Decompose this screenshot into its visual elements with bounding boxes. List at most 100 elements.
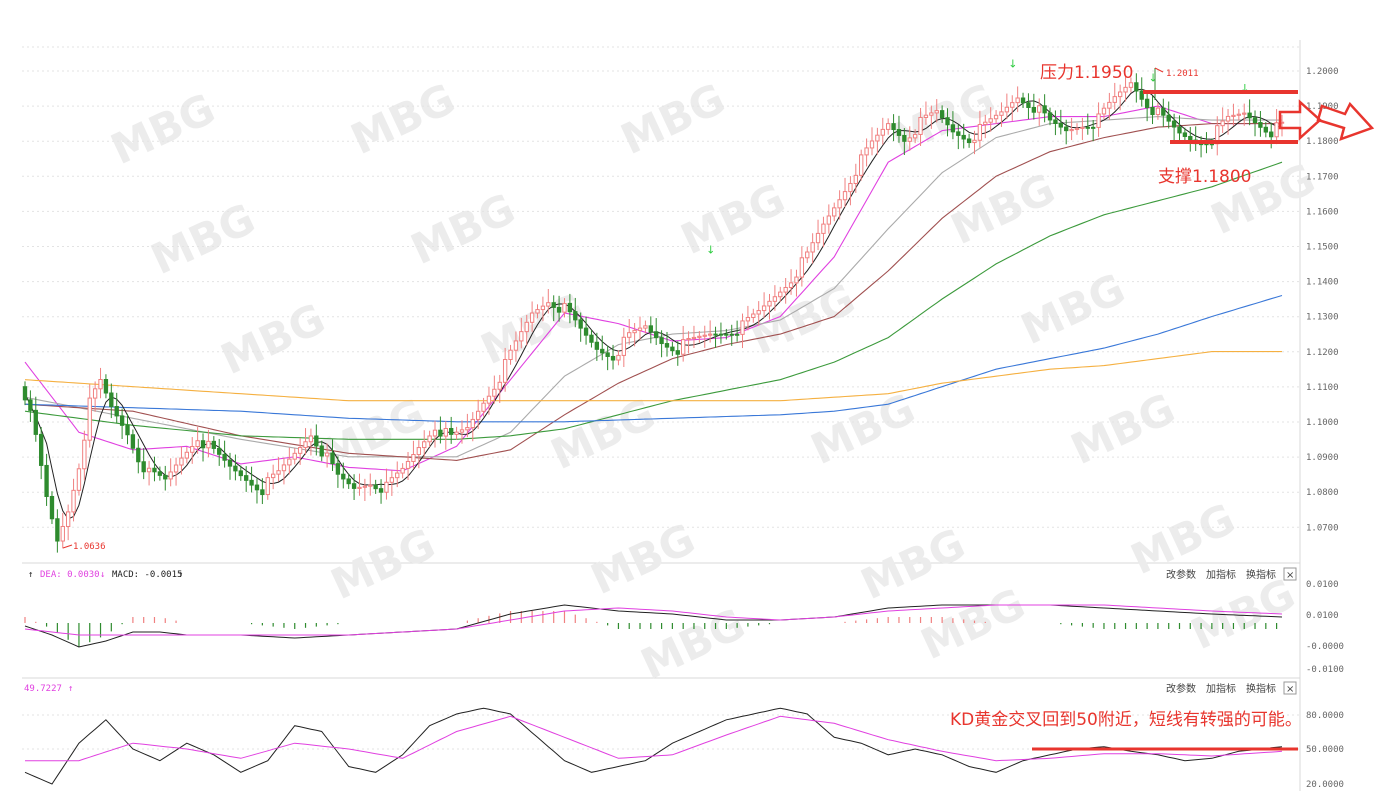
candle-body [783, 286, 788, 293]
candle-body [1112, 96, 1117, 103]
candle-body [832, 207, 837, 217]
macd-dea-line [24, 604, 1283, 636]
watermark-logo: MBG [804, 384, 923, 474]
kd-y-tick-label: 80.0000 [1306, 711, 1344, 721]
y-axis-ticks: 1.20001.19001.18001.17001.16001.15001.14… [1306, 67, 1344, 790]
candle-body [55, 518, 60, 542]
macd-label: MACD: -0.0015 [112, 570, 182, 580]
candle-body [1144, 98, 1150, 108]
low-label: 1.0636 [73, 542, 106, 552]
high-marker: 1.2011 [1154, 67, 1199, 100]
candle-body [713, 333, 718, 336]
candle-body [254, 484, 260, 491]
candle-body [923, 114, 929, 118]
candle-body [265, 477, 270, 496]
candle-body [136, 447, 141, 463]
candle-body [1252, 117, 1258, 124]
kd-close-button[interactable]: × [1283, 681, 1297, 695]
candle-body [60, 525, 65, 542]
candle-body [1117, 91, 1123, 98]
candle-body [1004, 106, 1010, 113]
macd-close-button[interactable]: × [1283, 567, 1297, 581]
candle-body [519, 331, 524, 342]
candle-body [1096, 113, 1101, 128]
candle-body [848, 182, 853, 193]
candle-body [826, 215, 832, 225]
y-tick-label: 1.0900 [1306, 453, 1339, 463]
candle-body [1161, 107, 1166, 116]
candle-body [891, 123, 896, 131]
candle-body [179, 457, 184, 466]
candle-body [486, 395, 492, 404]
candle-body [497, 381, 502, 390]
candle-body [1069, 129, 1074, 132]
candle-body [405, 460, 411, 469]
kd-d-line [25, 715, 1283, 762]
candle-body [238, 470, 243, 477]
candle-body [988, 118, 993, 123]
candle-body [432, 429, 438, 437]
kd-y-tick-label: 50.0000 [1306, 745, 1344, 755]
candle-body [341, 473, 346, 480]
candle-body [956, 131, 961, 136]
candle-body [195, 440, 200, 447]
kd-switch-indicator-button[interactable]: 换指标 [1246, 682, 1276, 695]
candle-body [459, 429, 465, 433]
close-icon: × [1286, 684, 1294, 695]
dea-label: DEA: 0.0030 [40, 570, 100, 580]
candle-body [756, 310, 761, 315]
y-tick-label: 1.0700 [1306, 523, 1339, 533]
y-tick-label: 1.1100 [1306, 383, 1339, 393]
candle-body [400, 467, 405, 474]
macd-up-icon: ↑ [28, 570, 33, 580]
candle-body [902, 134, 907, 142]
candle-body [87, 397, 92, 441]
signal-arrow-icon: ↓ [1240, 82, 1249, 95]
macd-y-tick-label: 0.0100 [1306, 580, 1339, 590]
ma-line-ma30 [24, 123, 1282, 461]
candle-body [324, 452, 330, 457]
candle-body [853, 174, 858, 184]
watermark-logo: MBG [744, 274, 863, 364]
candle-body [1107, 101, 1112, 109]
candle-body [465, 427, 470, 431]
candle-body [999, 111, 1004, 116]
candle-body [686, 338, 691, 341]
candle-body [319, 445, 324, 457]
macd-params-button[interactable]: 改参数 [1166, 568, 1196, 581]
candle-body [707, 333, 713, 336]
watermark-logo: MBG [914, 579, 1033, 669]
candle-body [270, 473, 276, 479]
candle-body [939, 110, 945, 119]
watermark-logo: MBG [344, 74, 463, 164]
watermark-logo: MBG [324, 519, 443, 609]
candle-body [659, 337, 664, 345]
candle-body [702, 334, 707, 337]
support-annotation: 支撑1.1800 [1158, 167, 1251, 187]
candle-body [227, 459, 233, 467]
kd-add-indicator-button[interactable]: 加指标 [1206, 682, 1236, 695]
candle-body [869, 140, 875, 149]
candle-body [896, 129, 902, 136]
candle-body [621, 336, 627, 356]
candle-body [28, 399, 33, 411]
candle-body [977, 123, 983, 141]
candle-body [778, 291, 783, 298]
macd-add-indicator-button[interactable]: 加指标 [1206, 568, 1236, 581]
watermark-logo: MBG [1184, 569, 1303, 659]
candle-body [740, 320, 745, 335]
candle-body [1182, 132, 1188, 137]
watermark-logo: MBG [404, 184, 523, 274]
candle-body [119, 415, 125, 426]
candle-body [146, 467, 152, 473]
candle-body [357, 486, 362, 489]
candle-body [303, 441, 308, 449]
kd-params-button[interactable]: 改参数 [1166, 682, 1196, 695]
candle-body [1231, 114, 1236, 117]
candle-body [993, 114, 999, 120]
macd-switch-indicator-button[interactable]: 换指标 [1246, 568, 1276, 581]
candle-body [125, 424, 130, 436]
candle-body [1026, 102, 1031, 108]
watermark-logo: MBG [614, 74, 733, 164]
candle-body [200, 440, 206, 449]
